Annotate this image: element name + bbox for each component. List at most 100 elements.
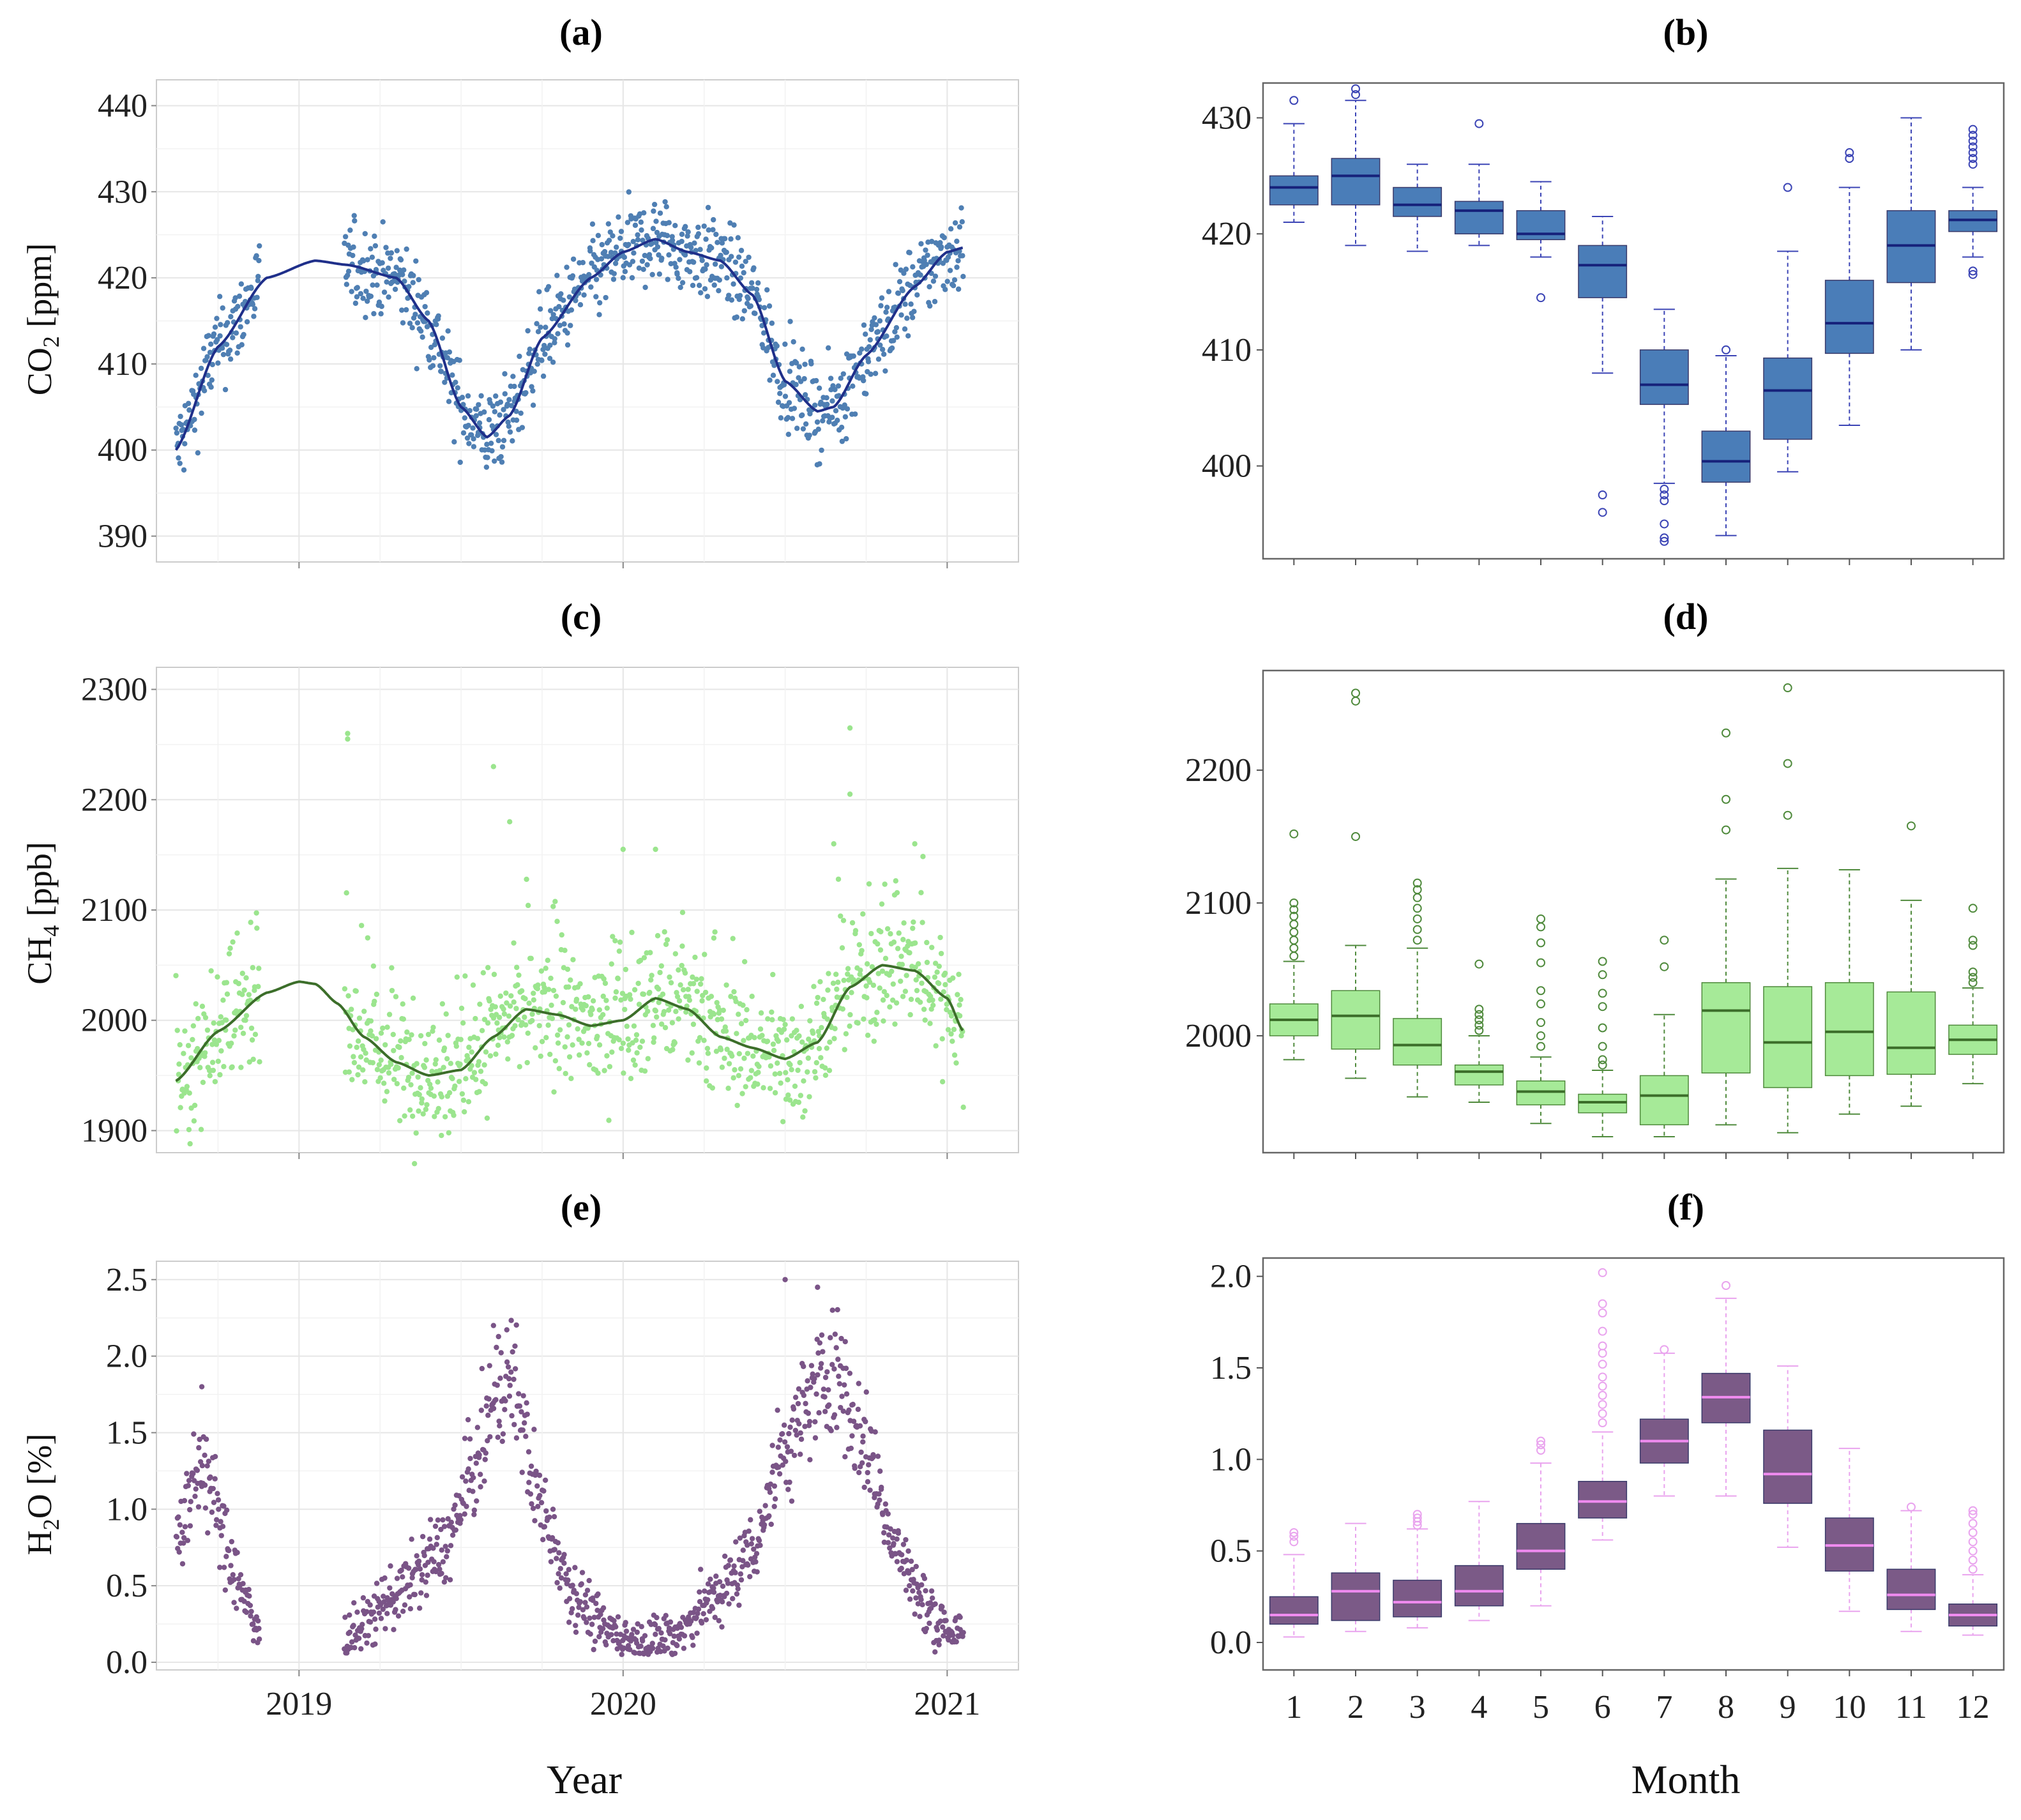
data-point bbox=[957, 1002, 962, 1008]
trend-line bbox=[175, 964, 964, 1082]
data-point bbox=[223, 1017, 229, 1023]
data-point bbox=[192, 1102, 198, 1109]
data-point bbox=[725, 1086, 731, 1091]
data-point bbox=[928, 1588, 935, 1594]
outlier-point bbox=[1598, 1042, 1607, 1051]
data-point bbox=[594, 1607, 600, 1613]
data-point bbox=[670, 1047, 676, 1052]
data-point bbox=[543, 324, 549, 330]
data-point bbox=[228, 1040, 234, 1046]
data-point bbox=[239, 971, 245, 976]
data-point bbox=[576, 1052, 582, 1058]
data-point bbox=[250, 965, 255, 971]
data-point bbox=[610, 277, 617, 282]
data-point bbox=[453, 1043, 460, 1049]
x-tick-label: 5 bbox=[1533, 1689, 1549, 1725]
data-point bbox=[556, 304, 562, 310]
data-point bbox=[808, 1384, 814, 1390]
data-point bbox=[369, 1033, 375, 1039]
data-point bbox=[745, 1562, 751, 1568]
data-point bbox=[431, 1093, 437, 1099]
data-point bbox=[593, 1600, 599, 1607]
data-point bbox=[593, 294, 599, 300]
data-point bbox=[484, 441, 490, 448]
data-point bbox=[775, 379, 780, 384]
outlier-point bbox=[1536, 1436, 1545, 1446]
outlier-point bbox=[1907, 821, 1916, 831]
data-point bbox=[462, 1511, 467, 1517]
data-point bbox=[600, 1626, 606, 1632]
data-point bbox=[929, 944, 935, 950]
data-point bbox=[844, 436, 849, 442]
data-point bbox=[932, 960, 939, 966]
data-point bbox=[653, 1632, 658, 1637]
data-point bbox=[655, 244, 661, 250]
data-point bbox=[723, 249, 729, 255]
data-point bbox=[805, 1055, 812, 1061]
data-point bbox=[745, 296, 751, 301]
data-point bbox=[481, 409, 487, 415]
data-point bbox=[812, 1376, 817, 1382]
data-point bbox=[418, 328, 424, 334]
data-point bbox=[913, 1563, 919, 1570]
data-point bbox=[457, 1061, 463, 1067]
data-point bbox=[767, 377, 773, 383]
data-point bbox=[232, 1027, 238, 1033]
data-point bbox=[895, 291, 902, 296]
data-point bbox=[653, 239, 659, 246]
data-point bbox=[448, 1543, 454, 1549]
data-point bbox=[814, 1391, 819, 1397]
box-iqr bbox=[1269, 1596, 1319, 1625]
data-point bbox=[589, 1006, 595, 1013]
data-point bbox=[391, 1627, 397, 1633]
data-point bbox=[418, 1085, 423, 1091]
data-point bbox=[873, 322, 879, 328]
data-point bbox=[497, 1423, 503, 1429]
data-point bbox=[874, 1021, 879, 1028]
data-point bbox=[903, 266, 909, 272]
data-point bbox=[231, 1600, 237, 1605]
data-point bbox=[875, 1453, 881, 1459]
box-month-6 bbox=[1578, 957, 1628, 1159]
data-point bbox=[563, 1070, 568, 1077]
data-point bbox=[844, 994, 850, 1001]
data-point bbox=[833, 971, 839, 977]
data-point bbox=[405, 1565, 412, 1571]
data-point bbox=[938, 996, 944, 1002]
y-tick-label: 400 bbox=[98, 432, 148, 469]
data-point bbox=[550, 1506, 556, 1512]
data-point bbox=[878, 303, 884, 308]
data-point bbox=[757, 1026, 764, 1032]
data-point bbox=[905, 943, 911, 949]
outlier-point bbox=[1968, 269, 1978, 279]
data-point bbox=[703, 236, 709, 242]
data-point bbox=[642, 284, 648, 291]
data-point bbox=[342, 1614, 348, 1620]
data-point bbox=[730, 1075, 736, 1081]
data-point bbox=[915, 961, 921, 967]
data-point bbox=[649, 973, 655, 978]
data-point bbox=[930, 1002, 936, 1008]
outlier-point bbox=[1968, 1565, 1978, 1574]
data-point bbox=[350, 252, 356, 259]
data-point bbox=[176, 1549, 182, 1555]
data-point bbox=[249, 1037, 255, 1043]
data-point bbox=[755, 1081, 761, 1087]
panel-e-title: (e) bbox=[561, 1187, 602, 1228]
data-point bbox=[709, 1605, 716, 1611]
data-point bbox=[651, 1035, 657, 1041]
data-point bbox=[798, 1430, 803, 1436]
data-point bbox=[918, 272, 923, 278]
data-point bbox=[720, 1007, 726, 1013]
data-point bbox=[195, 1504, 202, 1510]
data-point bbox=[398, 257, 404, 263]
data-point bbox=[939, 1079, 946, 1085]
data-point bbox=[738, 1020, 745, 1027]
data-point bbox=[541, 989, 548, 995]
data-point bbox=[372, 1616, 378, 1622]
data-point bbox=[910, 925, 916, 931]
data-point bbox=[806, 1423, 812, 1429]
data-point bbox=[498, 453, 504, 460]
data-point bbox=[748, 1068, 755, 1073]
box-month-2 bbox=[1331, 84, 1381, 565]
